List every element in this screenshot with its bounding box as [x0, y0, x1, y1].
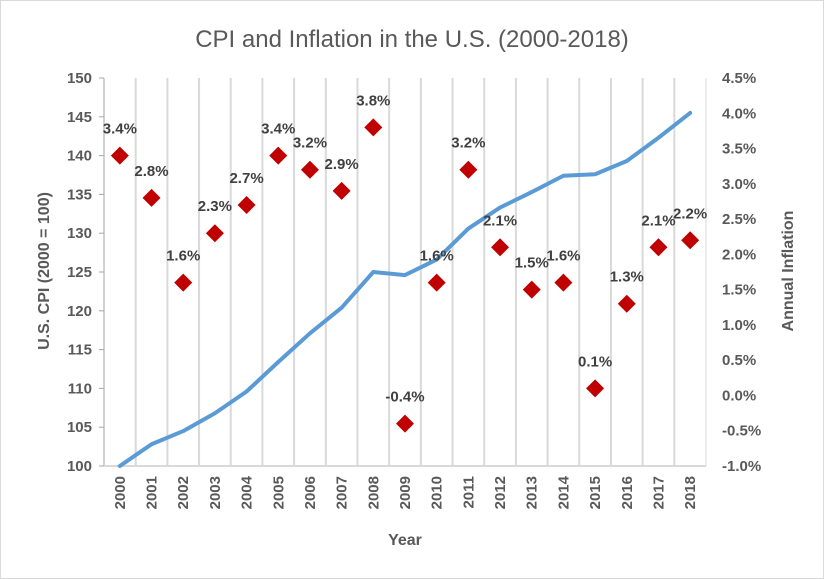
inflation-point — [269, 146, 288, 165]
x-tick-label: 2001 — [144, 476, 161, 509]
inflation-point — [522, 280, 541, 299]
cpi-line — [117, 110, 693, 468]
inflation-point — [174, 273, 193, 292]
inflation-data-label: 3.2% — [451, 135, 485, 152]
x-tick-label: 2000 — [112, 476, 129, 509]
left-tick-label: 140 — [67, 148, 92, 165]
inflation-data-label: 1.3% — [610, 269, 644, 286]
left-tick-label: 100 — [67, 458, 92, 475]
left-tick-label: 105 — [67, 419, 92, 436]
left-axis-title: U.S. CPI (2000 = 100) — [36, 192, 53, 350]
inflation-point — [205, 224, 224, 243]
inflation-data-label: 3.4% — [261, 121, 295, 138]
x-tick-label: 2006 — [302, 476, 319, 509]
left-tick-label: 130 — [67, 225, 92, 242]
inflation-data-label: 1.6% — [420, 248, 454, 265]
inflation-point — [681, 231, 700, 250]
inflation-data-label: 3.4% — [103, 121, 137, 138]
inflation-point — [586, 379, 605, 398]
left-tick-label: 125 — [67, 264, 92, 281]
inflation-data-label: 2.1% — [641, 212, 675, 229]
right-tick-label: 1.5% — [722, 282, 756, 299]
inflation-point — [459, 160, 478, 179]
inflation-data-label: 2.2% — [673, 205, 707, 222]
right-tick-label: 2.5% — [722, 211, 756, 228]
inflation-data-label: -0.4% — [385, 389, 424, 406]
inflation-data-label: 2.7% — [229, 170, 263, 187]
left-tick-label: 145 — [67, 109, 92, 126]
inflation-data-label: 2.3% — [198, 198, 232, 215]
left-tick-label: 135 — [67, 186, 92, 203]
x-tick-label: 2011 — [460, 476, 477, 509]
right-tick-label: -0.5% — [722, 423, 761, 440]
left-tick-label: 115 — [68, 342, 92, 359]
cpi-series — [117, 110, 693, 468]
x-tick-label: 2016 — [619, 476, 636, 509]
x-axis-ticks: 2000 2001 2002 2003 2004 2005 2006 2007 2008 2009… — [112, 475, 699, 509]
inflation-data-label: 2.9% — [325, 156, 359, 173]
right-axis-title: Annual Inflation — [780, 211, 797, 332]
left-tick-label: 120 — [67, 303, 92, 320]
inflation-point — [396, 414, 414, 433]
x-tick-label: 2003 — [207, 476, 224, 509]
left-axis-ticks: 100 105 110 115 120 125 130 135 140 145 150 — [67, 70, 104, 475]
x-tick-label: 2005 — [270, 476, 287, 509]
inflation-point — [617, 294, 636, 313]
x-tick-label: 2018 — [682, 476, 699, 509]
right-tick-label: 3.5% — [722, 141, 756, 158]
inflation-data-label: 3.2% — [293, 135, 327, 152]
x-tick-label: 2002 — [175, 476, 192, 509]
x-tick-label: 2004 — [239, 475, 256, 509]
right-tick-label: 1.0% — [722, 317, 756, 334]
x-tick-label: 2007 — [334, 476, 351, 509]
x-axis-title: Year — [388, 532, 422, 549]
right-tick-label: 3.0% — [722, 176, 756, 193]
inflation-data-label: 1.6% — [546, 248, 580, 265]
x-tick-label: 2012 — [492, 476, 509, 509]
x-tick-label: 2015 — [587, 476, 604, 509]
inflation-point — [110, 146, 129, 165]
inflation-point — [364, 118, 383, 137]
inflation-point — [491, 238, 510, 257]
right-tick-label: 4.5% — [722, 70, 756, 87]
inflation-point — [237, 195, 256, 214]
inflation-series: 3.4%2.8%1.6%2.3%2.7%3.4%3.2%2.9%3.8%-0.4… — [103, 92, 707, 433]
inflation-data-label: 2.1% — [483, 212, 517, 229]
inflation-point — [332, 181, 351, 200]
inflation-data-label: 3.8% — [356, 92, 390, 109]
inflation-data-label: 1.6% — [166, 248, 200, 265]
right-tick-label: 4.0% — [722, 105, 756, 122]
right-tick-label: -1.0% — [722, 458, 761, 475]
right-axis-ticks: -1.0% -0.5% 0.0% 0.5% 1.0% 1.5% 2.0% 2.5% 3.0% 3.… — [722, 70, 761, 475]
inflation-data-label: 0.1% — [578, 353, 612, 370]
right-tick-label: 0.5% — [722, 352, 756, 369]
left-tick-label: 110 — [68, 380, 92, 397]
right-tick-label: 2.0% — [722, 246, 756, 263]
left-tick-label: 150 — [67, 70, 92, 87]
inflation-point — [300, 160, 319, 179]
inflation-point — [554, 273, 573, 292]
gridlines — [134, 78, 676, 466]
right-tick-label: 0.0% — [722, 387, 756, 404]
x-tick-label: 2009 — [397, 476, 414, 509]
inflation-data-label: 2.8% — [134, 163, 168, 180]
inflation-data-label: 1.5% — [515, 255, 549, 272]
x-tick-label: 2008 — [365, 476, 382, 509]
chart-title: CPI and Inflation in the U.S. (2000-2018… — [195, 26, 629, 53]
x-tick-label: 2010 — [429, 476, 446, 509]
inflation-point — [649, 238, 668, 257]
x-tick-label: 2017 — [650, 476, 667, 509]
inflation-point — [142, 188, 161, 207]
inflation-point — [427, 273, 446, 292]
x-tick-label: 2013 — [524, 476, 541, 509]
x-tick-label: 2014 — [555, 475, 572, 509]
